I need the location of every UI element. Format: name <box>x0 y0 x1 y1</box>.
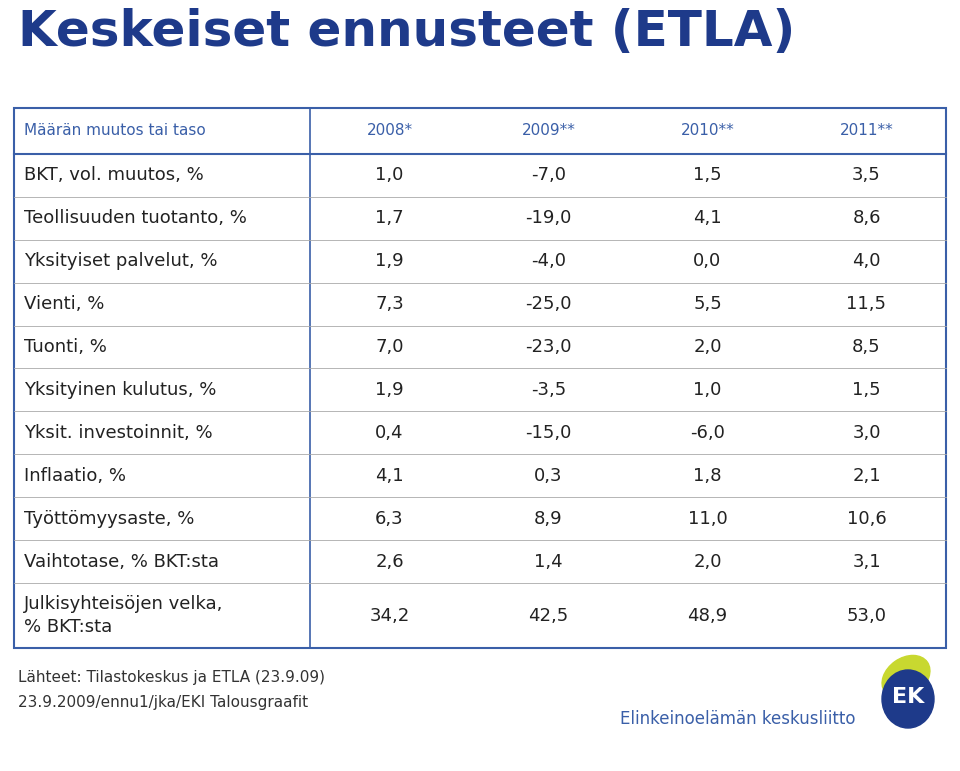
Text: 2,0: 2,0 <box>693 338 722 356</box>
Text: 1,7: 1,7 <box>375 209 404 227</box>
Text: Julkisyhteisöjen velka,
% BKT:sta: Julkisyhteisöjen velka, % BKT:sta <box>24 595 224 635</box>
Text: 7,3: 7,3 <box>375 295 404 313</box>
Text: -6,0: -6,0 <box>690 424 725 442</box>
Text: 4,1: 4,1 <box>375 466 404 485</box>
Text: -23,0: -23,0 <box>525 338 572 356</box>
Text: 3,5: 3,5 <box>852 167 881 184</box>
Text: 4,1: 4,1 <box>693 209 722 227</box>
Text: 1,0: 1,0 <box>693 381 722 399</box>
Text: Teollisuuden tuotanto, %: Teollisuuden tuotanto, % <box>24 209 247 227</box>
Text: Inflaatio, %: Inflaatio, % <box>24 466 126 485</box>
Text: 3,0: 3,0 <box>852 424 880 442</box>
Text: 0,0: 0,0 <box>693 252 722 270</box>
Text: Lähteet: Tilastokeskus ja ETLA (23.9.09): Lähteet: Tilastokeskus ja ETLA (23.9.09) <box>18 670 325 685</box>
Ellipse shape <box>882 655 930 699</box>
Text: Elinkeinoelämän keskusliitto: Elinkeinoelämän keskusliitto <box>620 710 855 728</box>
Text: Vienti, %: Vienti, % <box>24 295 105 313</box>
Text: 34,2: 34,2 <box>370 607 410 625</box>
Text: 2008*: 2008* <box>367 123 413 139</box>
Text: 1,0: 1,0 <box>375 167 404 184</box>
Text: -3,5: -3,5 <box>531 381 566 399</box>
Text: 48,9: 48,9 <box>687 607 728 625</box>
Text: 1,5: 1,5 <box>852 381 881 399</box>
Text: Vaihtotase, % BKT:sta: Vaihtotase, % BKT:sta <box>24 553 219 571</box>
Text: 23.9.2009/ennu1/jka/EKI Talousgraafit: 23.9.2009/ennu1/jka/EKI Talousgraafit <box>18 695 308 710</box>
Text: Yksityiset palvelut, %: Yksityiset palvelut, % <box>24 252 218 270</box>
Text: 10,6: 10,6 <box>847 510 886 527</box>
Text: Keskeiset ennusteet (ETLA): Keskeiset ennusteet (ETLA) <box>18 8 795 56</box>
Text: 2,1: 2,1 <box>852 466 881 485</box>
Text: 1,9: 1,9 <box>375 381 404 399</box>
Text: 4,0: 4,0 <box>852 252 880 270</box>
Text: 11,5: 11,5 <box>847 295 886 313</box>
Text: 2,6: 2,6 <box>375 553 404 571</box>
Text: 2009**: 2009** <box>521 123 575 139</box>
Text: 53,0: 53,0 <box>847 607 886 625</box>
Text: Tuonti, %: Tuonti, % <box>24 338 107 356</box>
Text: BKT, vol. muutos, %: BKT, vol. muutos, % <box>24 167 204 184</box>
Text: -7,0: -7,0 <box>531 167 566 184</box>
Text: 2011**: 2011** <box>840 123 894 139</box>
Text: Yksityinen kulutus, %: Yksityinen kulutus, % <box>24 381 216 399</box>
Text: Määrän muutos tai taso: Määrän muutos tai taso <box>24 123 205 139</box>
Text: 1,9: 1,9 <box>375 252 404 270</box>
Text: -19,0: -19,0 <box>525 209 572 227</box>
Text: 6,3: 6,3 <box>375 510 404 527</box>
Text: 2010**: 2010** <box>681 123 734 139</box>
Text: -15,0: -15,0 <box>525 424 572 442</box>
Text: Työttömyysaste, %: Työttömyysaste, % <box>24 510 194 527</box>
Text: 8,9: 8,9 <box>534 510 563 527</box>
Text: 3,1: 3,1 <box>852 553 881 571</box>
Text: 1,8: 1,8 <box>693 466 722 485</box>
Text: 11,0: 11,0 <box>687 510 728 527</box>
Ellipse shape <box>882 670 934 728</box>
Text: 42,5: 42,5 <box>528 607 568 625</box>
Text: 1,5: 1,5 <box>693 167 722 184</box>
Text: -4,0: -4,0 <box>531 252 566 270</box>
Text: 0,4: 0,4 <box>375 424 404 442</box>
Text: 8,6: 8,6 <box>852 209 880 227</box>
Text: 2,0: 2,0 <box>693 553 722 571</box>
Text: 8,5: 8,5 <box>852 338 881 356</box>
Text: -25,0: -25,0 <box>525 295 572 313</box>
Text: Yksit. investoinnit, %: Yksit. investoinnit, % <box>24 424 212 442</box>
Text: EK: EK <box>892 687 924 707</box>
Text: 7,0: 7,0 <box>375 338 404 356</box>
Text: 1,4: 1,4 <box>534 553 563 571</box>
Bar <box>14 108 946 648</box>
Text: 0,3: 0,3 <box>535 466 563 485</box>
Text: 5,5: 5,5 <box>693 295 722 313</box>
